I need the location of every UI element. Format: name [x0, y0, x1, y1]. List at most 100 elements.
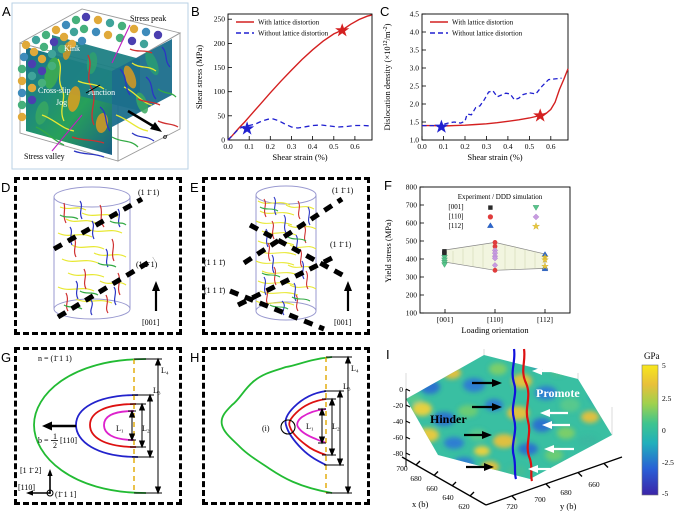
panel-h-loop-L3: [284, 390, 327, 466]
panel-h-measure-L4: [326, 355, 352, 495]
svg-text:[110]: [110]: [60, 436, 77, 445]
panel-h-measure-L2: [322, 397, 336, 457]
svg-text:640: 640: [442, 493, 454, 502]
panel-g-burgers-label: b = 1 2 [110]: [38, 432, 77, 450]
panel-h-L2-label: L₂: [332, 422, 340, 431]
panel-f-xlabel: Loading orientation: [461, 325, 529, 335]
panel-i-promote-label: Promote: [536, 386, 580, 400]
panel-i-colorbar-ticks: 5 2.5 0 -2.5 -5: [662, 361, 674, 498]
panel-g-L1-label: L₁: [116, 424, 124, 433]
svg-text:680: 680: [560, 488, 572, 497]
panel-h-annotation-label: (i): [262, 424, 270, 433]
panel-d-slip-trace-1: [52, 196, 144, 252]
panel-c: C 1.0 1.5 2.0 2.5 3.0 3.5 4.0 4.5: [378, 0, 578, 172]
panel-f-points-112-ddd: [541, 253, 549, 270]
panel-e-slip-trace-1: [242, 196, 344, 266]
panel-g: [14, 347, 182, 505]
panel-g-measure-L1: [128, 409, 136, 442]
svg-text:-60: -60: [393, 433, 403, 442]
svg-text:2.5: 2.5: [410, 82, 420, 91]
panel-h-loop-L2: [288, 398, 327, 456]
svg-text:0.5: 0.5: [329, 142, 339, 151]
svg-text:-5: -5: [662, 489, 668, 498]
svg-text:-20: -20: [393, 401, 403, 410]
panel-f-points-110-exp: [492, 240, 498, 273]
panel-e-direction-label: [001]: [334, 318, 352, 327]
panel-a-junction-label: Junction: [88, 88, 115, 97]
panel-a-letter: A: [2, 4, 11, 19]
panel-i-black-arrows: [464, 379, 502, 471]
panel-i-xticks: 700 680 660 640 620: [396, 464, 470, 511]
panel-e-plane-left-upper-label: (1 1 1̄): [204, 258, 226, 267]
panel-f-legend: Experiment / DDD simulation [001] [110] …: [448, 193, 542, 230]
panel-f-yticks: 800 700 600 500 400 300 200 100: [406, 183, 418, 318]
svg-text:0.5: 0.5: [525, 142, 535, 151]
svg-text:680: 680: [410, 474, 422, 483]
panel-e-slip-trace-4: [248, 222, 348, 280]
panel-a-kink-label: Kink: [64, 44, 80, 53]
panel-e-plane-left-lower-label: (1 1 1̄): [204, 286, 226, 295]
svg-text:3.0: 3.0: [410, 64, 420, 73]
panel-g-letter: G: [1, 350, 12, 365]
panel-a-schematic: σ Stress peak Stress valley Kink Cross-s…: [11, 2, 189, 170]
panel-g-coordinate-triad: [26, 469, 54, 497]
panel-g-measure-L2: [130, 402, 146, 449]
svg-text:620: 620: [458, 502, 470, 511]
panel-e-microstructure: (1 1̄ 1) (1 1̄ 1) (1 1 1̄) (1 1 1̄) [001…: [204, 185, 354, 332]
svg-text:0: 0: [399, 385, 403, 394]
svg-text:0.4: 0.4: [308, 142, 318, 151]
svg-text:2: 2: [53, 441, 57, 450]
panel-g-loops: L₄ L₃ L₂ L₁ n = (1̄ 1 1) b = 1 2 [110] […: [18, 354, 169, 499]
panel-g-burgers-arrow: [42, 421, 76, 431]
panel-f-ylabel: Yield stress (MPa): [383, 219, 393, 282]
sigma-arrow: [127, 109, 162, 132]
svg-text:[001]: [001]: [437, 315, 453, 324]
svg-text:300: 300: [406, 273, 418, 282]
panel-e-slip-trace-2: [236, 252, 340, 308]
svg-text:-80: -80: [393, 449, 403, 458]
svg-text:0.3: 0.3: [287, 142, 297, 151]
panel-h-loops: (i) L₄ L₃ L₂ L₁: [220, 355, 359, 495]
svg-text:Dislocation density (×1012/m-2: Dislocation density (×1012/m-2): [382, 23, 392, 130]
panel-b-legend: With lattice distortion Without lattice …: [236, 19, 329, 38]
svg-text:0.3: 0.3: [482, 142, 492, 151]
panel-i-x-axis: [401, 456, 487, 506]
panel-i-colorbar-title: GPa: [644, 351, 660, 361]
panel-f-points-001-exp: [442, 249, 447, 256]
panel-g-loop-L4: [33, 358, 147, 494]
panel-e-plane-top-label: (1 1̄ 1): [332, 186, 354, 195]
panel-e-slip-trace-3: [229, 288, 325, 332]
svg-text:Without lattice distortion: Without lattice distortion: [258, 30, 329, 38]
panel-h-letter: H: [190, 350, 200, 365]
svg-text:50: 50: [218, 111, 226, 120]
svg-text:2.0: 2.0: [410, 100, 420, 109]
svg-text:660: 660: [588, 480, 600, 489]
svg-text:With lattice distortion: With lattice distortion: [452, 19, 514, 27]
panel-g-axis-up-label: [1 1̄ 2]: [20, 466, 42, 475]
panel-b-ylabel: Shear stress (MPa): [194, 45, 204, 109]
panel-i-xlabel: x (b): [412, 499, 428, 509]
panel-i-z-axis: [405, 388, 411, 467]
svg-text:700: 700: [396, 464, 408, 473]
panel-i-ylabel: y (b): [560, 501, 576, 511]
panel-d-microstructure: (1 1̄ 1) (1 1̄ 1) [001]: [52, 186, 160, 327]
svg-text:0: 0: [221, 136, 225, 145]
panel-i-white-arrows: [528, 357, 574, 473]
panel-b-marker-red: [335, 23, 350, 37]
panel-g-measure-L4: [134, 357, 162, 495]
svg-text:0.6: 0.6: [546, 142, 556, 151]
panel-g-normal-label: n = (1̄ 1 1): [38, 354, 72, 363]
panel-d: [14, 177, 182, 335]
svg-text:0.0: 0.0: [417, 142, 427, 151]
svg-text:4.0: 4.0: [410, 28, 420, 37]
svg-text:150: 150: [214, 63, 226, 72]
svg-text:1: 1: [53, 432, 57, 441]
svg-text:-2.5: -2.5: [662, 458, 674, 467]
svg-text:1.5: 1.5: [410, 118, 420, 127]
svg-text:2.5: 2.5: [662, 394, 672, 403]
panel-g-L2-label: L₂: [142, 424, 150, 433]
svg-text:0.1: 0.1: [245, 142, 255, 151]
svg-text:0.1: 0.1: [439, 142, 449, 151]
panel-g-loop-L2: [89, 403, 137, 448]
